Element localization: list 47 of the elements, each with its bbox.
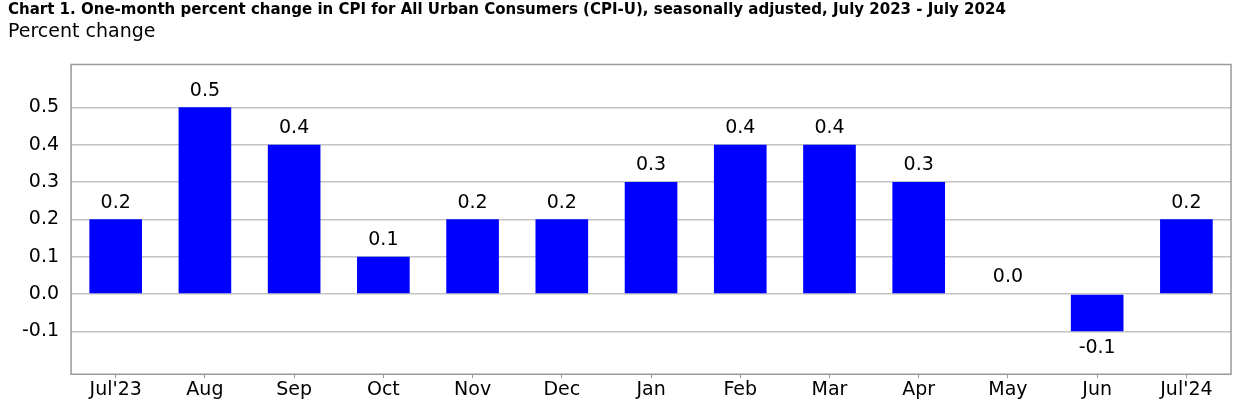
data-label: -0.1 bbox=[1078, 334, 1116, 357]
bar bbox=[892, 181, 946, 294]
bar bbox=[89, 219, 143, 294]
x-tick-label: Aug bbox=[186, 376, 224, 399]
bar bbox=[624, 181, 678, 294]
y-tick-label: 0.4 bbox=[28, 131, 60, 154]
x-tick-label: Dec bbox=[543, 376, 581, 399]
bar bbox=[446, 219, 499, 294]
data-label: 0.3 bbox=[903, 152, 934, 175]
bar bbox=[1070, 294, 1124, 332]
x-tick-label: Jul'23 bbox=[88, 376, 142, 399]
data-label: 0.2 bbox=[546, 189, 577, 212]
data-label: 0.0 bbox=[992, 264, 1024, 287]
y-tick-label: 0.0 bbox=[28, 280, 60, 303]
bar bbox=[713, 144, 767, 294]
y-tick-label: 0.3 bbox=[28, 168, 60, 191]
y-tick-label: -0.1 bbox=[21, 318, 60, 341]
x-tick-label: Nov bbox=[454, 376, 492, 399]
x-tick-label: Jun bbox=[1081, 376, 1113, 399]
x-tick-label: Jan bbox=[635, 376, 666, 399]
y-tick-label: 0.5 bbox=[28, 94, 60, 117]
data-label: 0.5 bbox=[189, 77, 221, 100]
x-tick-label: Feb bbox=[723, 376, 758, 399]
bar bbox=[178, 107, 232, 294]
x-tick-label: Apr bbox=[902, 376, 936, 399]
data-label: 0.1 bbox=[368, 227, 399, 250]
data-label: 0.2 bbox=[100, 189, 131, 212]
y-tick-label: 0.2 bbox=[28, 206, 60, 229]
y-tick-label: 0.1 bbox=[28, 243, 60, 266]
data-label: 0.3 bbox=[635, 152, 667, 175]
data-label: 0.4 bbox=[814, 115, 845, 138]
data-label: 0.4 bbox=[725, 115, 756, 138]
x-tick-label: Jul'24 bbox=[1159, 376, 1213, 399]
bar bbox=[803, 144, 856, 294]
bar bbox=[357, 256, 410, 294]
bar bbox=[535, 219, 589, 294]
x-tick-label: Oct bbox=[366, 376, 400, 399]
data-label: 0.2 bbox=[457, 189, 488, 212]
y-axis-title: Percent change bbox=[7, 19, 157, 41]
bar bbox=[267, 144, 321, 294]
x-tick-label: May bbox=[988, 376, 1028, 399]
x-tick-label: Mar bbox=[811, 376, 848, 399]
x-tick-label: Sep bbox=[276, 376, 313, 399]
data-label: 0.4 bbox=[279, 115, 310, 138]
data-label: 0.2 bbox=[1171, 189, 1202, 212]
bar bbox=[1160, 219, 1213, 294]
chart-title: Chart 1. One-month percent change in CPI for All Urban Consumers (CPI-U), seasonally adjusted, July 2023 - July 2024 bbox=[7, 0, 1007, 19]
